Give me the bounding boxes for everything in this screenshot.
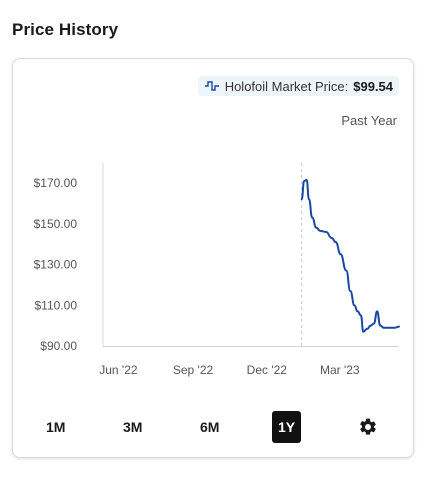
x-tick-label: Sep '22 [173,363,214,377]
y-tick-label: $170.00 [34,176,78,190]
range-selector: 1M 3M 6M 1Y [13,411,413,445]
period-label: Past Year [341,113,397,128]
x-tick-label: Mar '23 [320,363,360,377]
x-tick-label: Dec '22 [247,363,288,377]
legend-label: Holofoil Market Price: [224,78,349,94]
range-1m-button[interactable]: 1M [46,419,66,435]
price-series-line [300,178,400,333]
legend: Holofoil Market Price: $99.54 [197,76,399,96]
gear-icon[interactable] [358,417,378,437]
range-6m-button[interactable]: 6M [200,419,220,435]
x-tick-label: Jun '22 [99,363,138,377]
range-3m-button[interactable]: 3M [123,419,143,435]
legend-value: $99.54 [353,78,393,94]
range-1y-button[interactable]: 1Y [272,411,302,443]
y-tick-label: $150.00 [34,217,78,231]
page-title: Price History [12,20,119,39]
line-step-icon [204,81,219,91]
y-tick-label: $90.00 [40,339,77,353]
price-history-card: Holofoil Market Price: $99.54 Past Year … [12,58,414,458]
price-chart: $170.00 $150.00 $130.00 $110.00 $90.00 Jun '2… [34,163,400,377]
y-tick-label: $130.00 [34,258,78,272]
y-tick-label: $110.00 [35,298,78,312]
